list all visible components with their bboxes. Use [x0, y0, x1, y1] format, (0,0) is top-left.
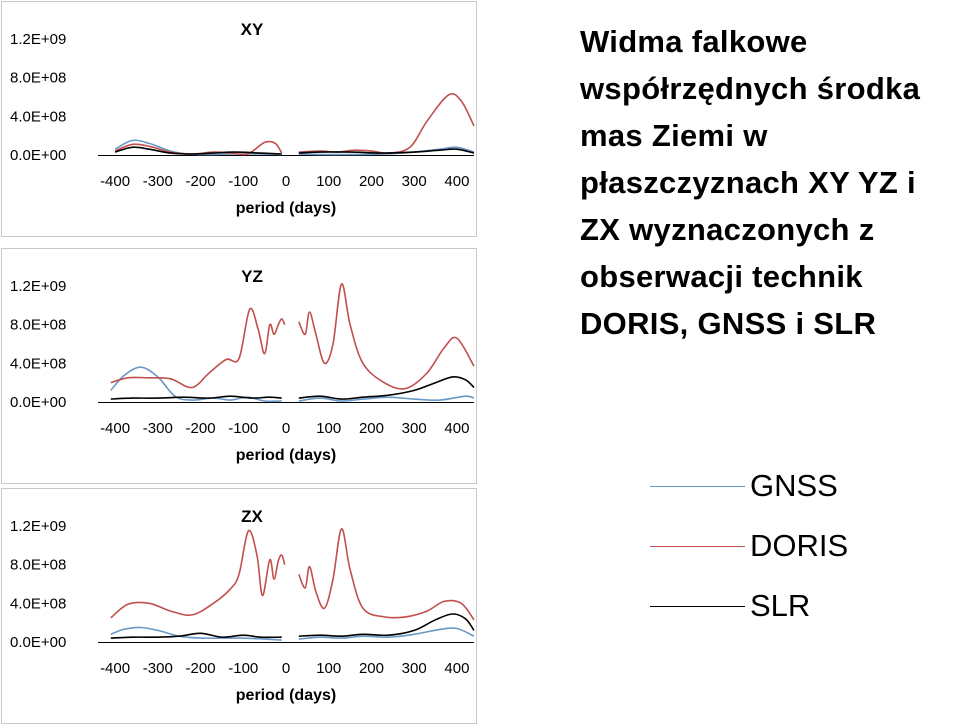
x-tick-label: 300 [402, 420, 427, 437]
chart-xy: XY 1.2E+09 8.0E+08 4.0E+08 0.0E+00 -400 -300 -2… [0, 0, 478, 238]
x-tick-label: -400 [100, 420, 130, 437]
chart-svg: XY 1.2E+09 8.0E+08 4.0E+08 0.0E+00 -400 -300 -2… [1, 1, 477, 237]
x-tick-label: 100 [316, 420, 341, 437]
y-tick-label: 0.0E+00 [10, 394, 66, 411]
x-tick-label: 400 [444, 660, 469, 677]
chart-frame [1, 1, 477, 237]
y-tick-label: 4.0E+08 [10, 355, 66, 372]
y-tick-label: 8.0E+08 [10, 317, 66, 334]
chart-yz: YZ 1.2E+09 8.0E+08 4.0E+08 0.0E+00 -400 -300 -2… [0, 247, 478, 485]
x-tick-label: 0 [282, 173, 290, 190]
y-tick-label: 1.2E+09 [10, 518, 66, 535]
x-tick-label: -400 [100, 660, 130, 677]
series-line-slr [298, 613, 475, 638]
x-tick-label: -300 [143, 420, 173, 437]
x-tick-label: 300 [402, 660, 427, 677]
x-axis-label: period (days) [236, 687, 336, 704]
x-tick-label: 400 [444, 173, 469, 190]
chart-title: XY [241, 20, 264, 39]
series-line-gnss [110, 626, 282, 641]
x-tick-label: -200 [186, 660, 216, 677]
series-line-slr [114, 146, 282, 155]
y-tick-label: 0.0E+00 [10, 147, 66, 164]
series-line-gnss [298, 627, 475, 640]
series-line-doris [114, 140, 283, 156]
x-tick-label: 100 [316, 173, 341, 190]
chart-title: YZ [241, 267, 263, 286]
legend-item-doris: DORIS [650, 522, 950, 582]
y-tick-label: 4.0E+08 [10, 595, 66, 612]
y-tick-label: 8.0E+08 [10, 557, 66, 574]
x-tick-label: 400 [444, 420, 469, 437]
chart-frame [1, 248, 477, 484]
page-title: Widma falkowe współrzędnych środka mas Z… [580, 24, 921, 341]
series-line-doris [110, 529, 286, 619]
x-tick-label: -100 [228, 660, 258, 677]
y-tick-label: 4.0E+08 [10, 108, 66, 125]
x-tick-label: 0 [282, 420, 290, 437]
x-tick-label: -200 [186, 173, 216, 190]
x-tick-label: -100 [228, 420, 258, 437]
x-tick-label: 300 [402, 173, 427, 190]
x-tick-label: -200 [186, 420, 216, 437]
y-tick-label: 1.2E+09 [10, 31, 66, 48]
x-tick-label: -100 [228, 173, 258, 190]
x-tick-label: 200 [359, 660, 384, 677]
legend-label-gnss: GNSS [750, 468, 838, 503]
series-line-slr [298, 376, 475, 400]
legend-item-gnss: GNSS [650, 462, 950, 522]
legend: GNSS DORIS SLR [650, 462, 950, 642]
series-line-slr [298, 148, 475, 154]
legend-swatch-doris [650, 546, 745, 547]
legend-label-slr: SLR [750, 588, 811, 623]
x-axis-label: period (days) [236, 447, 336, 464]
series-line-doris [298, 528, 475, 621]
legend-label-doris: DORIS [750, 528, 849, 563]
series-line-slr [110, 632, 282, 639]
x-tick-label: -400 [100, 173, 130, 190]
x-tick-label: 200 [359, 420, 384, 437]
series-line-gnss [298, 395, 475, 402]
series-line-slr [110, 395, 282, 400]
chart-svg: YZ 1.2E+09 8.0E+08 4.0E+08 0.0E+00 -400 -300 -2… [1, 248, 477, 484]
y-tick-label: 8.0E+08 [10, 70, 66, 87]
legend-item-slr: SLR [650, 582, 950, 642]
x-tick-label: 0 [282, 660, 290, 677]
series-line-doris [110, 307, 286, 389]
legend-swatch-gnss [650, 486, 745, 487]
x-tick-label: -300 [143, 173, 173, 190]
chart-svg: ZX 1.2E+09 8.0E+08 4.0E+08 0.0E+00 -400 -300 -2… [1, 488, 477, 724]
series-line-doris [298, 283, 475, 390]
chart-zx: ZX 1.2E+09 8.0E+08 4.0E+08 0.0E+00 -400 -300 -2… [0, 487, 478, 725]
x-tick-label: 100 [316, 660, 341, 677]
x-axis-label: period (days) [236, 200, 336, 217]
y-tick-label: 1.2E+09 [10, 278, 66, 295]
y-tick-label: 0.0E+00 [10, 634, 66, 651]
chart-frame [1, 488, 477, 724]
x-tick-label: 200 [359, 173, 384, 190]
x-tick-label: -300 [143, 660, 173, 677]
legend-swatch-slr [650, 606, 745, 607]
chart-title: ZX [241, 507, 263, 526]
